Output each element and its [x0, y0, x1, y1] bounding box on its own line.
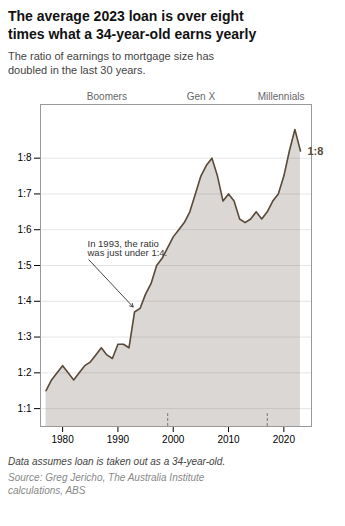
html-text:The average 2023 loan is over: The average 2023 loan is over eight time… — [8, 8, 257, 42]
html-text:Data assumes loan is taken out: Data assumes loan is taken out as a 34-y… — [8, 455, 226, 467]
svg-text:1980: 1980 — [51, 433, 74, 444]
svg-text:2010: 2010 — [217, 433, 240, 444]
svg-text:1:1: 1:1 — [18, 402, 32, 413]
html-text:The ratio of earnings to mortg: The ratio of earnings to mortgage size h… — [8, 50, 215, 77]
svg-text:1:7: 1:7 — [18, 188, 32, 199]
svg-text:Boomers: Boomers — [87, 90, 127, 101]
svg-text:1:5: 1:5 — [18, 259, 32, 270]
svg-text:Gen X: Gen X — [187, 90, 216, 101]
svg-text:1:4: 1:4 — [18, 295, 32, 306]
svg-text:In 1993, the ratiowas just und: In 1993, the ratiowas just under 1:4. — [87, 237, 168, 258]
svg-text:1:2: 1:2 — [18, 367, 32, 378]
svg-text:Millennials: Millennials — [258, 90, 305, 101]
svg-text:2020: 2020 — [273, 433, 296, 444]
svg-text:1:8: 1:8 — [307, 144, 323, 156]
html-text:Source: Greg Jericho, The Aust: Source: Greg Jericho, The Australia Inst… — [8, 471, 205, 496]
svg-text:1:3: 1:3 — [18, 331, 32, 342]
svg-text:2000: 2000 — [162, 433, 185, 444]
svg-text:1990: 1990 — [107, 433, 130, 444]
svg-text:1:8: 1:8 — [18, 152, 32, 163]
svg-text:1:6: 1:6 — [18, 224, 32, 235]
